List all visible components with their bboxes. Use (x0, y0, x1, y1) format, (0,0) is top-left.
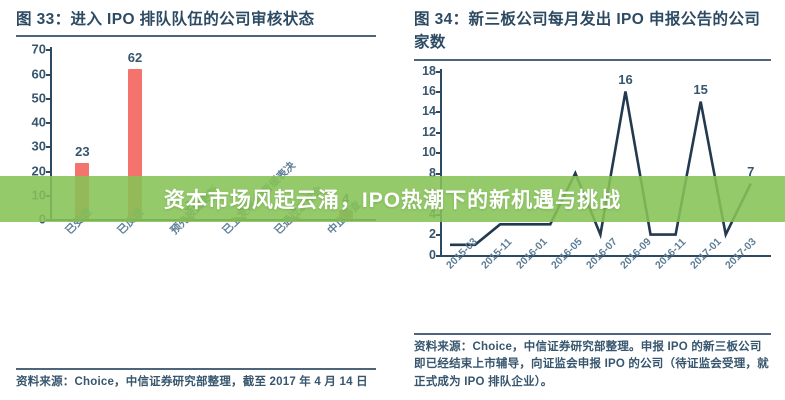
line-y-tick-label: 10 (422, 145, 436, 160)
line-y-tick-mark (436, 254, 442, 257)
promo-banner-text: 资本市场风起云涌，IPO热潮下的新机遇与挑战 (163, 189, 622, 212)
line-y-tick-label: 18 (422, 63, 436, 78)
bar-y-tick-mark (46, 170, 52, 173)
bar-y-tick-label: 50 (31, 90, 46, 106)
bar-value-label: 23 (75, 144, 90, 160)
line-point-value-label: 16 (618, 71, 633, 87)
line-y-tick-label: 0 (429, 247, 436, 262)
figure-33-title: 图 33：进入 IPO 排队队伍的公司审核状态 (16, 11, 315, 28)
bar-value-label: 62 (127, 49, 143, 65)
line-y-tick-mark (436, 234, 442, 237)
line-chart-x-labels: 2015-03 2015-11 2016-01 2016-05 2016-07 2016-… (440, 235, 771, 331)
source-divider-left (16, 368, 376, 371)
source-note-left: 资料来源：Choice，中信证券研究部整理，截至 2017 年 4 月 14 日 (16, 376, 368, 389)
bar-y-tick-mark (46, 122, 52, 125)
title-divider-right (414, 58, 771, 61)
line-y-tick-label: 14 (422, 104, 436, 119)
bar-chart-x-labels: 已受理已反馈预先披露更新已上发审会/暂缓表决已通过发审会中止审查 (56, 160, 376, 315)
title-divider-left (16, 35, 376, 38)
line-point-value-label: 7 (747, 163, 755, 179)
line-y-tick-mark (436, 90, 442, 93)
figure-panel-right: 图 34：新三板公司每月发出 IPO 申报公告的公司家数 18 16 14 12 10 8… (400, 0, 785, 400)
bar-y-tick-label: 40 (31, 114, 46, 130)
line-point-value-label: 15 (693, 82, 708, 98)
line-y-tick-mark (436, 172, 442, 175)
line-y-tick-mark (436, 131, 442, 134)
bar-y-tick-mark (46, 97, 52, 100)
line-chart-series (450, 90, 752, 246)
figure-34-title: 图 34：新三板公司每月发出 IPO 申报公告的公司家数 (414, 11, 761, 52)
source-note-right: 资料来源：Choice，中信证券研究部整理。申报 IPO 的新三板公司即已经结束… (414, 340, 769, 389)
line-chart-y-axis: 181614121086420 (414, 64, 440, 262)
bar-y-tick-mark (46, 146, 52, 149)
line-y-tick-mark (436, 70, 442, 73)
bar-y-tick-mark (46, 73, 52, 76)
line-y-tick-mark (436, 152, 442, 155)
source-divider-right (414, 332, 771, 335)
bar-y-tick-label: 20 (31, 163, 46, 179)
bar-y-tick-label: 60 (31, 66, 46, 82)
line-y-tick-label: 8 (429, 165, 436, 180)
line-y-tick-label: 2 (429, 227, 436, 242)
line-y-tick-mark (436, 111, 442, 114)
source-note-left-wrap: 资料来源：Choice，中信证券研究部整理，截至 2017 年 4 月 14 日 (16, 368, 376, 392)
bar-y-tick-mark (46, 49, 52, 52)
bar-chart-y-axis-line (50, 47, 52, 220)
line-y-tick-label: 12 (422, 124, 436, 139)
line-series-path (450, 90, 752, 246)
line-chart-y-axis-line (440, 68, 442, 255)
source-note-right-wrap: 资料来源：Choice，中信证券研究部整理。申报 IPO 的新三板公司即已经结束… (414, 332, 771, 392)
bar-y-tick-label: 30 (31, 138, 46, 154)
line-chart-x-axis-line (440, 254, 771, 257)
promo-banner: 资本市场风起云涌，IPO热潮下的新机遇与挑战 (0, 176, 785, 222)
bar-y-tick-label: 70 (31, 41, 46, 57)
line-y-tick-label: 16 (422, 83, 436, 98)
